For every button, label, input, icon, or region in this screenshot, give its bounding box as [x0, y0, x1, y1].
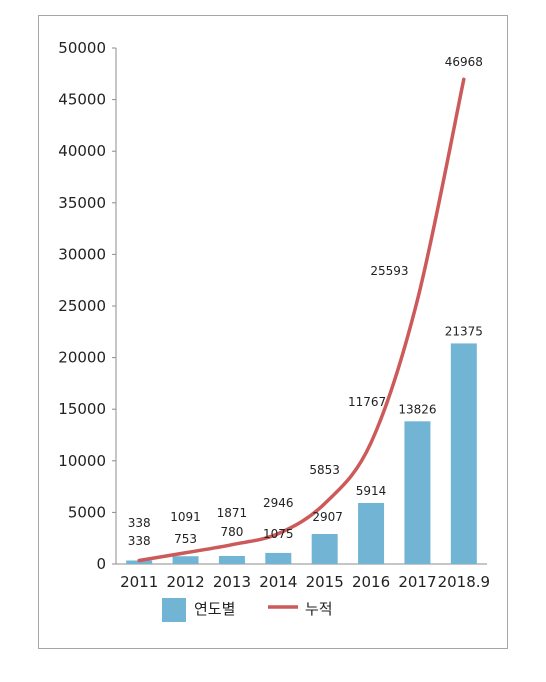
y-tick-label: 15000 — [58, 400, 106, 418]
x-tick-label: 2011 — [120, 573, 158, 591]
line-value-label: 2946 — [263, 496, 294, 510]
bar — [311, 533, 338, 564]
bar-value-label: 13826 — [398, 402, 436, 416]
x-tick-label: 2012 — [166, 573, 204, 591]
bar-value-label: 1075 — [263, 527, 294, 541]
x-tick-label: 2013 — [213, 573, 251, 591]
bar — [358, 502, 385, 564]
bar-value-label: 780 — [220, 525, 243, 539]
y-axis: 0 5000 10000 15000 20000 25000 30000 35000 40000… — [58, 39, 117, 573]
y-tick-label: 0 — [96, 555, 106, 573]
bars-series — [126, 343, 477, 564]
bar — [404, 421, 431, 564]
line-value-label: 338 — [128, 516, 151, 530]
bar-value-label: 21375 — [445, 324, 483, 338]
y-tick-label: 50000 — [58, 39, 106, 57]
y-tick-label: 30000 — [58, 245, 106, 263]
y-tick-label: 35000 — [58, 194, 106, 212]
bar — [218, 555, 245, 564]
bar-value-label: 2907 — [312, 510, 343, 524]
x-tick-label: 2018.9 — [438, 573, 491, 591]
y-tick-label: 40000 — [58, 142, 106, 160]
bar — [172, 556, 199, 564]
legend: 연도별 누적 — [162, 598, 333, 622]
y-tick-label: 10000 — [58, 452, 106, 470]
bar — [450, 343, 477, 564]
bar-value-label: 753 — [174, 532, 197, 546]
y-tick-label: 5000 — [68, 503, 106, 521]
bar-value-label: 5914 — [356, 484, 387, 498]
line-value-label: 1091 — [170, 510, 201, 524]
cumulative-line — [137, 77, 466, 563]
y-tick-label: 45000 — [58, 91, 106, 109]
x-tick-label: 2015 — [306, 573, 344, 591]
line-value-label: 5853 — [309, 463, 340, 477]
x-tick-label: 2017 — [398, 573, 436, 591]
legend-swatch-bar — [162, 598, 186, 622]
x-axis: 2011 2012 2013 2014 2015 2016 2017 2018.9 — [116, 563, 491, 591]
line-value-label: 46968 — [445, 55, 483, 69]
line-value-label: 11767 — [348, 395, 386, 409]
line-series — [137, 77, 466, 563]
y-tick-label: 25000 — [58, 297, 106, 315]
y-tick-label: 20000 — [58, 349, 106, 367]
bar-value-label: 338 — [128, 534, 151, 548]
legend-label-bar: 연도별 — [194, 600, 235, 618]
data-labels: 338 753 780 1075 2907 5914 13826 21375 338 1091 18… — [128, 55, 483, 548]
legend-label-line: 누적 — [305, 600, 333, 618]
x-tick-label: 2016 — [352, 573, 390, 591]
x-tick-label: 2014 — [259, 573, 297, 591]
bar — [265, 552, 292, 564]
line-value-label: 1871 — [217, 506, 248, 520]
line-value-label: 25593 — [370, 264, 408, 278]
